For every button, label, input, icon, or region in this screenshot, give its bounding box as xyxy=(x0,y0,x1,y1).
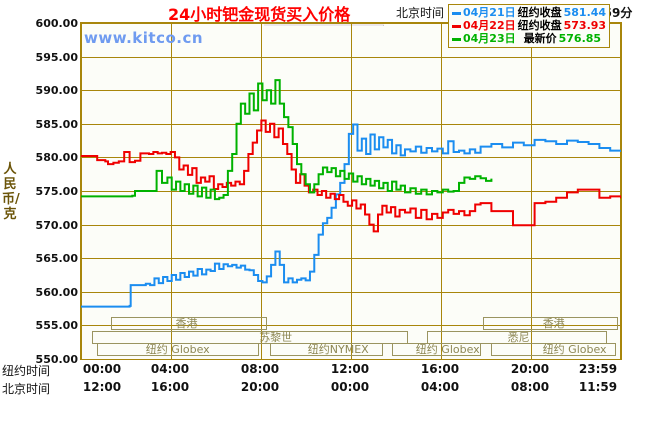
session-bar xyxy=(391,343,481,356)
page-title: 24小时钯金现货买入价格 xyxy=(168,5,351,24)
legend-value: 573.93 xyxy=(563,19,607,32)
x-axis-row-label: 北京时间 xyxy=(2,382,51,396)
legend-row: 04月23日 最新价 576.85 xyxy=(452,32,606,45)
session-label: 纽约 Globex xyxy=(145,343,210,356)
x-axis-tick-label: 12:00 xyxy=(82,380,122,394)
x-axis-tick-label: 04:00 xyxy=(420,380,460,394)
price-lines xyxy=(81,79,621,308)
x-axis-tick-label: 20:00 xyxy=(510,362,550,376)
session-bar xyxy=(491,343,616,356)
y-axis-tick-label: 585.00 xyxy=(35,117,78,131)
session-bar xyxy=(483,317,619,330)
y-axis: 人民币/克 600.00 595.00 590.00 585.00 580.00 575.… xyxy=(0,17,78,366)
x-axis-tick-label: 16:00 xyxy=(150,380,190,394)
legend-value: 581.44 xyxy=(563,6,607,19)
y-axis-tick-label: 600.00 xyxy=(35,17,78,30)
x-axis-tick-label: 00:00 xyxy=(82,362,122,376)
y-axis-tick-label: 550.00 xyxy=(35,353,78,366)
legend-date: 04月22日 xyxy=(463,19,516,32)
watermark: www.kitco.cn xyxy=(84,29,204,47)
legend-label: 最新价 xyxy=(523,32,557,45)
gridline-vertical xyxy=(81,23,82,359)
x-axis-row-label: 纽约时间 xyxy=(2,364,51,378)
x-axis-tick-label: 23:59 xyxy=(578,362,618,376)
session-label: 纽约 Globex xyxy=(542,343,607,356)
gridline-vertical xyxy=(171,23,172,359)
y-axis-tick-label: 575.00 xyxy=(35,185,78,198)
legend-date: 04月23日 xyxy=(463,32,516,45)
session-bar xyxy=(97,343,260,356)
x-axis-tick-label: 12:00 xyxy=(330,362,370,376)
chart-legend: 04月21日 纽约收盘 581.44 04月22日 纽约收盘 573.93 04月23日… xyxy=(448,4,611,48)
plot-area: www.kitco.cn 香港 香港 苏黎世 悉尼 纽约 Globex 纽约NYMEX 纽约… xyxy=(80,22,622,360)
x-axis: 纽约时间 00:00 04:00 08:00 12:00 16:00 20:00 23:59 北… xyxy=(0,362,648,412)
session-label: 悉尼 xyxy=(507,331,530,344)
legend-label: 纽约收盘 xyxy=(517,6,562,19)
y-axis-tick-label: 555.00 xyxy=(35,319,78,333)
legend-swatch-green-icon xyxy=(452,37,461,41)
y-axis-tick-label: 580.00 xyxy=(35,151,78,165)
x-axis-tick-label: 11:59 xyxy=(578,380,618,394)
gridline-horizontal xyxy=(81,359,621,360)
session-label: 苏黎世 xyxy=(259,331,293,344)
y-axis-tick-label: 590.00 xyxy=(35,84,78,98)
price-line-04月21日 xyxy=(81,123,621,308)
x-axis-tick-label: 08:00 xyxy=(240,362,280,376)
session-bar xyxy=(270,343,384,356)
highlight-band xyxy=(263,23,384,26)
legend-row: 04月21日 纽约收盘 581.44 xyxy=(452,6,606,19)
gridline-vertical xyxy=(441,23,442,359)
session-bar xyxy=(110,317,268,330)
gridline-vertical xyxy=(531,23,532,359)
x-axis-tick-label: 00:00 xyxy=(330,380,370,394)
timezone-label: 北京时间 xyxy=(396,6,445,20)
session-label: 香港 xyxy=(175,317,198,330)
x-axis-tick-label: 08:00 xyxy=(510,380,550,394)
x-axis-tick-label: 04:00 xyxy=(150,362,190,376)
price-line-04月22日 xyxy=(81,119,621,233)
y-axis-tick-label: 595.00 xyxy=(35,50,78,64)
legend-date: 04月21日 xyxy=(463,6,516,19)
session-label: 纽约 Globex xyxy=(415,343,480,356)
x-axis-tick-label: 20:00 xyxy=(240,380,280,394)
session-label: 香港 xyxy=(542,317,565,330)
x-axis-tick-label: 16:00 xyxy=(420,362,460,376)
session-label: 纽约NYMEX xyxy=(307,343,369,356)
y-axis-tick-label: 565.00 xyxy=(35,252,78,266)
legend-value: 576.85 xyxy=(558,32,602,45)
gridline-vertical xyxy=(620,23,621,359)
legend-swatch-blue-icon xyxy=(452,11,461,15)
y-axis-tick-label: 560.00 xyxy=(35,285,78,299)
legend-row: 04月22日 纽约收盘 573.93 xyxy=(452,19,606,32)
y-axis-title: 人民币/克 xyxy=(2,162,20,222)
gridline-vertical xyxy=(261,23,262,359)
price-line-04月23日 xyxy=(81,79,493,201)
gridline-vertical xyxy=(351,23,352,359)
legend-label: 纽约收盘 xyxy=(517,19,562,32)
y-axis-tick-label: 570.00 xyxy=(35,218,78,232)
legend-swatch-red-icon xyxy=(452,24,461,28)
